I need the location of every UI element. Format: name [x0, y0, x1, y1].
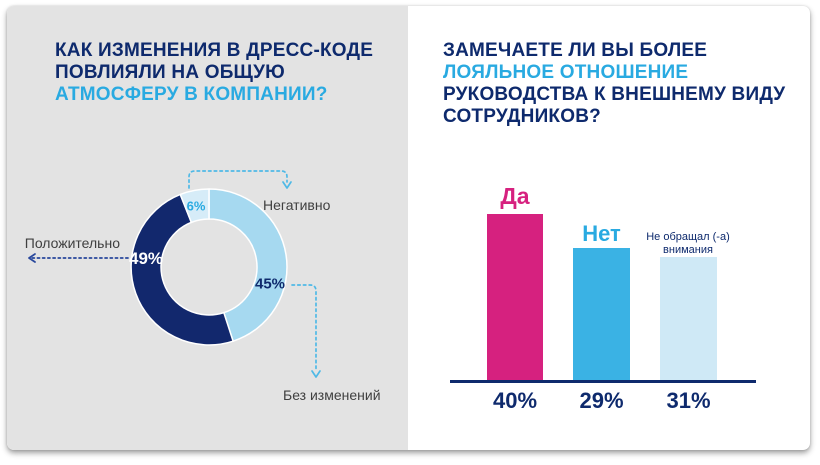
donut-value-no-change: 45% [254, 275, 286, 293]
left-title-line2: ПОВЛИЯЛИ НА ОБЩУЮ [55, 62, 285, 83]
donut-label-no-change: Без изменений [283, 387, 381, 403]
left-title-line3: АТМОСФЕРУ В КОМПАНИИ? [55, 84, 328, 105]
bar-value-no: 29% [579, 388, 624, 413]
donut-label-positive: Положительно [24, 235, 120, 251]
bar-value-yes: 40% [492, 388, 538, 413]
bar-label-yes: Да [500, 183, 530, 209]
bar-chart-baseline [450, 380, 756, 383]
right-title: ЗАМЕЧАЕТЕ ЛИ ВЫ БОЛЕЕ ЛОЯЛЬНОЕ ОТНОШЕНИЕ… [443, 40, 803, 128]
donut-slice [130, 193, 234, 346]
right-title-line3: РУКОВОДСТВА К ВНЕШНЕМУ ВИДУ [443, 84, 786, 105]
right-title-line2: ЛОЯЛЬНОЕ ОТНОШЕНИЕ [443, 62, 689, 83]
donut-slice [208, 188, 288, 342]
donut-value-negative: 6% [186, 198, 206, 214]
left-title: КАК ИЗМЕНЕНИЯ В ДРЕСС-КОДЕ ПОВЛИЯЛИ НА О… [55, 40, 395, 106]
bar [573, 248, 630, 380]
right-title-line4: СОТРУДНИКОВ? [443, 106, 601, 127]
donut-label-negative: Негативно [263, 197, 331, 213]
left-title-line1: КАК ИЗМЕНЕНИЯ В ДРЕСС-КОДЕ [55, 40, 374, 61]
donut-value-positive: 49% [128, 249, 164, 268]
left-panel-background [7, 6, 408, 450]
card [7, 6, 810, 450]
bar-label-no: Нет [582, 221, 621, 246]
bar [660, 257, 717, 380]
bar [487, 214, 543, 380]
bar-label-did-not-notice: Не обращал (-а) внимания [646, 231, 730, 256]
right-title-line1: ЗАМЕЧАЕТЕ ЛИ ВЫ БОЛЕЕ [443, 40, 708, 61]
bar-value-did-not-notice: 31% [666, 388, 711, 413]
donut-slice [179, 188, 210, 224]
donut-chart [130, 188, 288, 346]
